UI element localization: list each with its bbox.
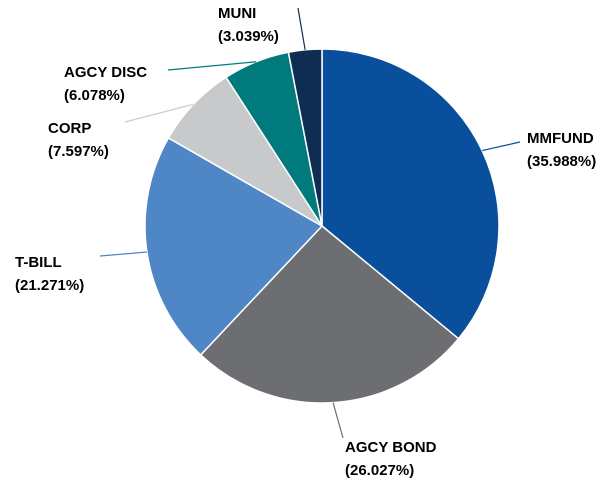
leader-line (167, 61, 257, 71)
slice-label: CORP (48, 120, 91, 137)
slice-value-label: (7.597%) (48, 143, 109, 160)
pie-slice (287, 48, 323, 227)
slice-value-label: (35.988%) (527, 153, 596, 170)
leader-line (297, 7, 306, 50)
leader-line (332, 402, 344, 439)
pie-slice (321, 48, 500, 340)
leader-line (481, 141, 521, 152)
pie-slice (199, 224, 460, 404)
slice-label: T-BILL (15, 254, 62, 271)
leader-line (99, 251, 147, 257)
slice-value-label: (21.271%) (15, 277, 84, 294)
slice-value-label: (6.078%) (64, 87, 125, 104)
slice-label: MUNI (218, 5, 256, 22)
slice-label: AGCY DISC (64, 64, 147, 81)
pie-slice (144, 136, 324, 356)
slice-value-label: (3.039%) (218, 28, 279, 45)
slice-value-label: (26.027%) (345, 462, 414, 479)
leader-line (124, 103, 194, 123)
slice-label: MMFUND (527, 130, 594, 147)
slice-label: AGCY BOND (345, 439, 437, 456)
